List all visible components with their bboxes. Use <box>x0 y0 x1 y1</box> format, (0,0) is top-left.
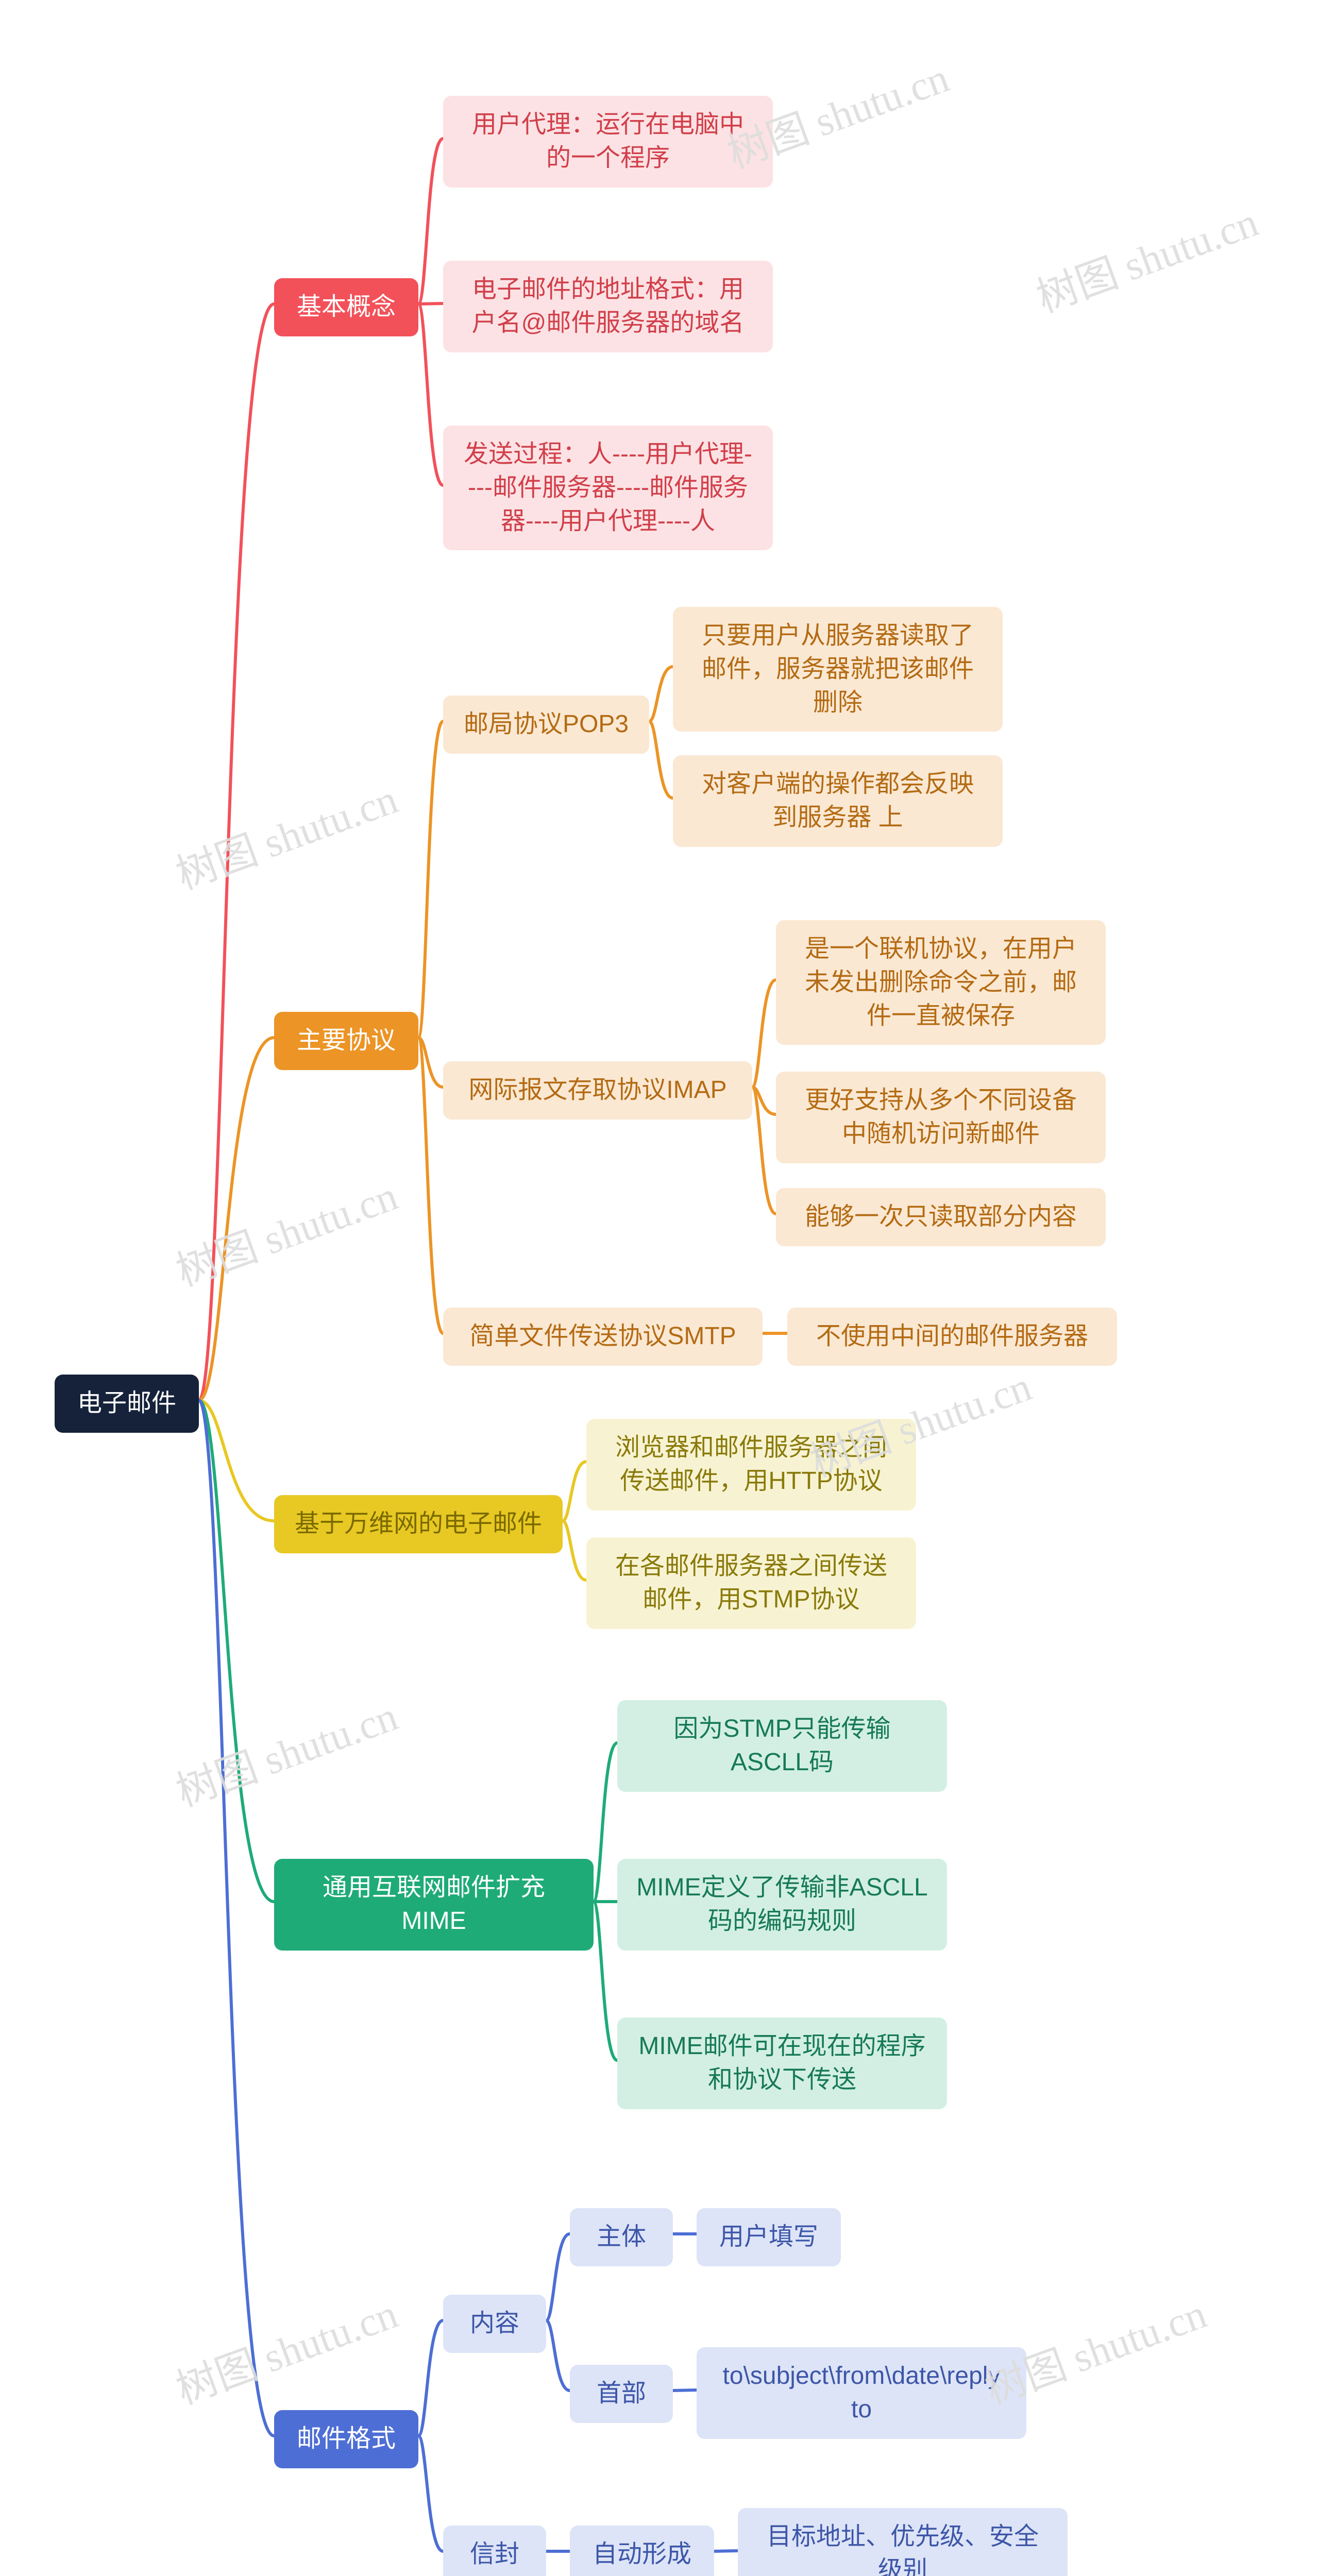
watermark: 树图 shutu.cn <box>167 766 404 902</box>
connector <box>418 303 443 304</box>
node-b2: 主要协议 <box>274 1012 418 1070</box>
node-label: 因为STMP只能传输ASCLL码 <box>636 1713 928 1780</box>
node-label: 邮件格式 <box>297 2422 396 2456</box>
connector <box>594 1902 617 2060</box>
node-b5a2a: to\subject\from\date\reply to <box>697 2347 1026 2439</box>
node-b2c: 简单文件传送协议SMTP <box>443 1308 763 1366</box>
node-label: 自动形成 <box>593 2538 691 2571</box>
connector <box>546 2320 570 2391</box>
node-b4b: MIME定义了传输非ASCLL码的编码规则 <box>617 1859 947 1951</box>
node-b2a: 邮局协议POP3 <box>443 696 649 754</box>
connector <box>418 139 443 304</box>
node-label: 主体 <box>597 2221 646 2254</box>
node-label: 用户填写 <box>719 2221 818 2254</box>
watermark: 树图 shutu.cn <box>167 2281 404 2416</box>
connector <box>752 980 776 1087</box>
connector <box>563 1462 586 1521</box>
node-b5a1: 主体 <box>570 2208 673 2266</box>
node-label: 基本概念 <box>297 291 396 324</box>
node-label: MIME定义了传输非ASCLL码的编码规则 <box>636 1871 928 1938</box>
node-label: 用户代理：运行在电脑中的一个程序 <box>462 108 754 175</box>
connector <box>546 2234 570 2320</box>
node-b1c: 发送过程：人----用户代理----邮件服务器----邮件服务器----用户代理… <box>443 426 773 550</box>
connector <box>418 304 443 485</box>
node-label: 在各邮件服务器之间传送邮件，用STMP协议 <box>605 1550 898 1617</box>
connector <box>594 1743 617 1902</box>
node-label: 内容 <box>470 2307 519 2341</box>
node-b1: 基本概念 <box>274 278 418 336</box>
node-label: 网际报文存取协议IMAP <box>468 1074 726 1107</box>
connector <box>199 1400 274 1521</box>
connector-layer <box>0 0 1319 2576</box>
node-label: 信封 <box>470 2538 519 2571</box>
connector <box>752 1087 776 1114</box>
node-label: to\subject\from\date\reply to <box>715 2360 1008 2427</box>
node-b5b: 信封 <box>443 2526 546 2576</box>
node-label: 邮局协议POP3 <box>464 708 629 741</box>
connector <box>649 721 673 798</box>
node-label: 基于万维网的电子邮件 <box>295 1507 542 1541</box>
connector <box>418 721 443 1038</box>
node-label: 电子邮件的地址格式：用户名@邮件服务器的域名 <box>462 273 754 340</box>
node-b2b2: 更好支持从多个不同设备中随机访问新邮件 <box>776 1072 1106 1163</box>
connector <box>418 1038 443 1333</box>
watermark: 树图 shutu.cn <box>1027 189 1265 325</box>
node-label: 能够一次只读取部分内容 <box>805 1200 1077 1234</box>
connector <box>649 667 673 721</box>
node-label: 通用互联网邮件扩充MIME <box>293 1871 575 1938</box>
node-b3b: 在各邮件服务器之间传送邮件，用STMP协议 <box>586 1537 916 1629</box>
node-b5b1a: 目标地址、优先级、安全级别 <box>738 2508 1068 2576</box>
connector <box>199 304 274 1400</box>
connector <box>752 1087 776 1214</box>
node-b5a: 内容 <box>443 2295 546 2353</box>
watermark: 树图 shutu.cn <box>167 1683 404 1819</box>
connector <box>199 1400 274 1902</box>
node-label: 主要协议 <box>297 1024 396 1058</box>
node-root: 电子邮件 <box>55 1375 199 1433</box>
node-b2c1: 不使用中间的邮件服务器 <box>787 1308 1117 1366</box>
watermark: 树图 shutu.cn <box>167 1163 404 1298</box>
node-label: 只要用户从服务器读取了邮件，服务器就把该邮件删除 <box>691 619 984 719</box>
node-b4c: MIME邮件可在现在的程序和协议下传送 <box>617 2018 947 2109</box>
node-label: 电子邮件 <box>77 1387 176 1420</box>
node-b5: 邮件格式 <box>274 2410 418 2468</box>
node-label: 是一个联机协议，在用户未发出删除命令之前，邮件一直被保存 <box>794 933 1087 1032</box>
connector <box>199 1400 274 2436</box>
node-b2a2: 对客户端的操作都会反映到服务器 上 <box>673 755 1003 847</box>
node-b2b: 网际报文存取协议IMAP <box>443 1061 752 1120</box>
node-label: 首部 <box>597 2377 646 2411</box>
node-b1b: 电子邮件的地址格式：用户名@邮件服务器的域名 <box>443 261 773 352</box>
node-b2b1: 是一个联机协议，在用户未发出删除命令之前，邮件一直被保存 <box>776 920 1106 1045</box>
node-b3a: 浏览器和邮件服务器之间传送邮件，用HTTP协议 <box>586 1419 916 1511</box>
connector <box>199 1038 274 1400</box>
node-label: 对客户端的操作都会反映到服务器 上 <box>691 768 984 835</box>
node-b4: 通用互联网邮件扩充MIME <box>274 1859 594 1951</box>
node-label: 简单文件传送协议SMTP <box>469 1320 736 1353</box>
node-b4a: 因为STMP只能传输ASCLL码 <box>617 1700 947 1792</box>
node-b5a1a: 用户填写 <box>697 2208 841 2266</box>
node-label: MIME邮件可在现在的程序和协议下传送 <box>636 2030 928 2097</box>
connector <box>418 2320 443 2436</box>
node-label: 目标地址、优先级、安全级别 <box>756 2520 1049 2576</box>
node-b1a: 用户代理：运行在电脑中的一个程序 <box>443 96 773 188</box>
node-b5a2: 首部 <box>570 2365 673 2423</box>
node-label: 更好支持从多个不同设备中随机访问新邮件 <box>794 1084 1087 1151</box>
connector <box>673 2390 697 2391</box>
connector <box>563 1521 586 1580</box>
connector <box>418 1038 443 1087</box>
node-b2b3: 能够一次只读取部分内容 <box>776 1188 1106 1246</box>
node-label: 浏览器和邮件服务器之间传送邮件，用HTTP协议 <box>605 1431 898 1498</box>
connector <box>418 2436 443 2551</box>
node-b5b1: 自动形成 <box>570 2526 714 2576</box>
node-label: 不使用中间的邮件服务器 <box>816 1320 1088 1353</box>
node-b2a1: 只要用户从服务器读取了邮件，服务器就把该邮件删除 <box>673 607 1003 732</box>
node-label: 发送过程：人----用户代理----邮件服务器----邮件服务器----用户代理… <box>462 438 754 538</box>
node-b3: 基于万维网的电子邮件 <box>274 1495 563 1553</box>
